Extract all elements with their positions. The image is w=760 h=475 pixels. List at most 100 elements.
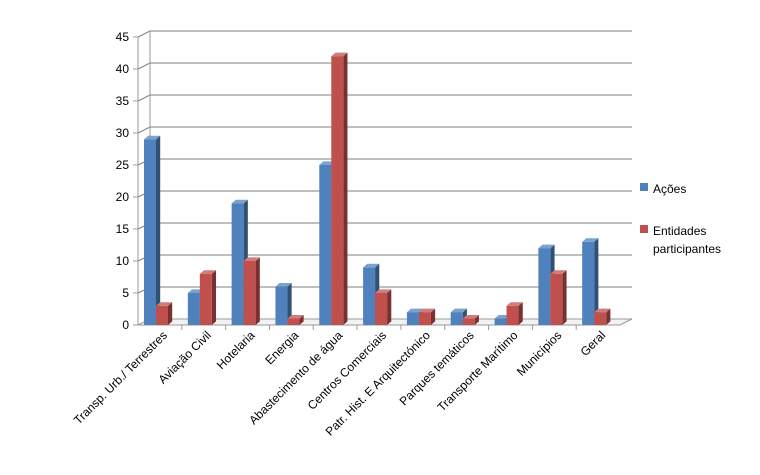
gridline bbox=[137, 30, 632, 38]
gridline bbox=[137, 158, 632, 166]
legend-label-acoes: Ações bbox=[653, 182, 687, 196]
bar-front bbox=[582, 241, 595, 325]
bar-front bbox=[144, 139, 156, 325]
legend-swatch-entidades bbox=[640, 225, 648, 233]
bar-entidades-8 bbox=[506, 302, 523, 325]
x-tick-label: Transporte Marítimo bbox=[435, 328, 521, 414]
bar-front bbox=[418, 312, 431, 325]
y-tick-label: 25 bbox=[116, 158, 130, 172]
legend-item-acoes: Ações bbox=[640, 180, 755, 198]
bar-side bbox=[387, 289, 392, 325]
bar-top bbox=[275, 283, 292, 287]
y-tick-label: 10 bbox=[116, 254, 130, 268]
bar-side bbox=[343, 52, 348, 325]
bar-front bbox=[506, 305, 519, 325]
bar-entidades-7 bbox=[462, 315, 479, 325]
bar-entidades-9 bbox=[550, 270, 567, 325]
y-tick-label: 20 bbox=[116, 190, 130, 204]
bar-top bbox=[462, 315, 479, 319]
bar-front bbox=[538, 248, 551, 325]
bar-front bbox=[494, 318, 507, 325]
x-tick-label: Transp. Urb./ Terrestres bbox=[71, 328, 170, 427]
bar-entidades-2 bbox=[243, 257, 260, 325]
bar-top bbox=[243, 257, 260, 261]
bar-front bbox=[331, 56, 344, 325]
bar-side bbox=[474, 315, 479, 325]
bar-top bbox=[450, 308, 467, 313]
y-tick-label: 35 bbox=[116, 94, 130, 108]
bar-acoes-0 bbox=[144, 135, 161, 325]
gridline bbox=[137, 94, 632, 102]
bar-top bbox=[287, 315, 304, 319]
bar-front bbox=[199, 273, 212, 325]
x-tick-label: Parques temáticos bbox=[397, 328, 477, 408]
bar-top bbox=[156, 302, 173, 306]
bar-side bbox=[211, 270, 217, 325]
bar-front bbox=[156, 305, 168, 325]
bar-front bbox=[406, 312, 419, 325]
y-tick-label: 15 bbox=[116, 222, 130, 236]
legend-label-entidades: Entidades participantes bbox=[653, 224, 722, 256]
bar-entidades-6 bbox=[418, 308, 436, 325]
bar-front bbox=[187, 293, 200, 325]
gridline bbox=[137, 190, 632, 198]
bar-front bbox=[275, 286, 288, 325]
y-tick-label: 0 bbox=[122, 318, 129, 332]
bar-top bbox=[418, 308, 436, 313]
bar-front bbox=[462, 318, 475, 325]
bar-acoes-10 bbox=[582, 238, 599, 325]
bar-top bbox=[375, 289, 392, 293]
bar-top bbox=[231, 199, 248, 204]
x-tick-label: Hotelaria bbox=[214, 328, 258, 372]
bar-top bbox=[550, 270, 567, 274]
bar-entidades-5 bbox=[375, 289, 392, 325]
bar-front bbox=[363, 267, 376, 325]
bar-side bbox=[606, 308, 611, 325]
bar-entidades-1 bbox=[199, 270, 217, 325]
bar-acoes-3 bbox=[275, 283, 292, 325]
legend: Ações Entidades participantes bbox=[640, 180, 755, 282]
bar-entidades-0 bbox=[156, 302, 173, 325]
y-tick-label: 40 bbox=[116, 62, 130, 76]
bar-top bbox=[594, 308, 611, 313]
bar-front bbox=[231, 203, 244, 325]
gridline bbox=[137, 62, 632, 70]
bar-side bbox=[168, 302, 173, 325]
gridline bbox=[137, 254, 632, 262]
bar-front bbox=[450, 312, 463, 325]
x-tick-label: Energia bbox=[262, 328, 301, 367]
bar-front bbox=[550, 273, 563, 325]
bar-side bbox=[287, 283, 292, 325]
bars-layer bbox=[144, 52, 611, 325]
bar-top bbox=[144, 135, 161, 140]
bar-front bbox=[594, 312, 607, 325]
bar-top bbox=[582, 238, 599, 242]
bar-entidades-4 bbox=[331, 52, 348, 325]
bar-top bbox=[538, 244, 555, 249]
bar-top bbox=[199, 270, 217, 274]
bar-front bbox=[287, 318, 300, 325]
bar-side bbox=[430, 308, 436, 325]
bar-front bbox=[319, 165, 332, 325]
y-tick-label: 30 bbox=[116, 126, 130, 140]
grid-layer bbox=[137, 30, 632, 294]
legend-item-entidades: Entidades participantes bbox=[640, 222, 755, 258]
bar-front bbox=[375, 293, 388, 325]
y-tick-label: 5 bbox=[122, 286, 129, 300]
bar-side bbox=[255, 257, 260, 325]
bar-side bbox=[562, 270, 567, 325]
bar-top bbox=[331, 52, 348, 57]
x-tick-label: Geral bbox=[578, 328, 609, 359]
bar-side bbox=[299, 315, 304, 325]
bar-top bbox=[363, 263, 380, 268]
legend-swatch-acoes bbox=[640, 183, 648, 191]
gridline bbox=[137, 222, 632, 230]
bar-entidades-3 bbox=[287, 315, 304, 325]
bar-top bbox=[406, 308, 424, 313]
y-tick-labels: 0 5 10 15 20 25 30 35 40 45 bbox=[116, 30, 130, 332]
bar-side bbox=[518, 302, 523, 325]
x-tick-label: Centros Comerciais bbox=[305, 328, 389, 412]
